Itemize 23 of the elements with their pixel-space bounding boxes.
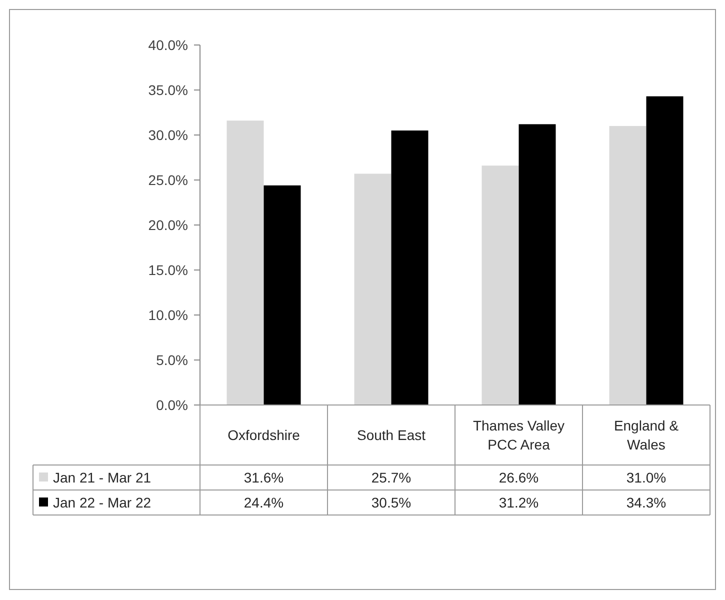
text: 25.7% bbox=[371, 469, 412, 486]
y-tick-label: 30.0% bbox=[148, 126, 188, 143]
y-tick-label: 40.0% bbox=[148, 36, 188, 53]
legend-label: Jan 22 - Mar 22 bbox=[53, 494, 152, 510]
y-tick-label: 35.0% bbox=[148, 82, 188, 98]
text: 31.6% bbox=[244, 469, 284, 486]
text: 24.4% bbox=[244, 494, 284, 510]
y-tick-label: 15.0% bbox=[148, 262, 188, 278]
text: 31.0% bbox=[626, 469, 666, 486]
x-tick-label: Thames Valley PCC Area bbox=[472, 417, 565, 452]
legend-label: Jan 21 - Mar 21 bbox=[53, 469, 152, 486]
x-tick-label: South East bbox=[357, 426, 426, 443]
text: 30.5% bbox=[371, 494, 412, 510]
x-tick-label: England & Wales bbox=[614, 417, 680, 452]
text: 34.3% bbox=[626, 494, 666, 510]
text: 31.2% bbox=[498, 494, 539, 510]
y-tick-label: 25.0% bbox=[148, 172, 188, 188]
x-tick-label: Oxfordshire bbox=[228, 426, 300, 443]
y-tick-label: 10.0% bbox=[148, 306, 188, 323]
y-tick-label: 0.0% bbox=[156, 396, 188, 413]
y-tick-label: 5.0% bbox=[156, 352, 188, 368]
text: 26.6% bbox=[498, 469, 539, 486]
y-tick-label: 20.0% bbox=[148, 216, 188, 233]
